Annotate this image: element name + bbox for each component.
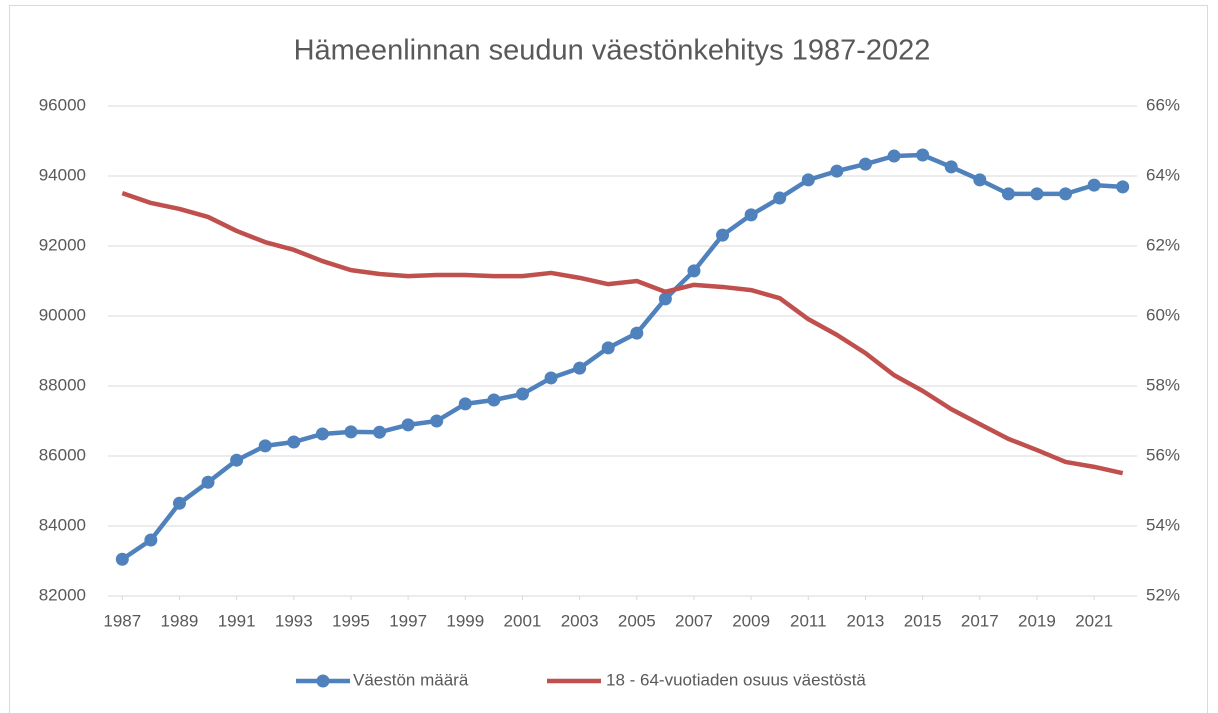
chart-border: [9, 5, 1208, 713]
y2-tick-label: 56%: [1146, 445, 1180, 464]
x-tick-label: 1989: [161, 611, 199, 630]
marker: [801, 173, 815, 187]
marker: [544, 371, 558, 385]
y2-tick-label: 60%: [1146, 305, 1180, 324]
marker: [430, 414, 444, 428]
x-tick-label: 2017: [961, 611, 999, 630]
marker: [687, 264, 701, 278]
marker: [172, 496, 186, 510]
marker: [1059, 187, 1073, 201]
marker: [1087, 178, 1101, 192]
x-tick-label: 1997: [389, 611, 427, 630]
legend-label: Väestön määrä: [353, 670, 469, 689]
legend-label: 18 - 64-vuotiaden osuus väestöstä: [606, 670, 866, 689]
marker: [287, 435, 301, 449]
marker: [744, 208, 758, 222]
marker: [887, 149, 901, 163]
marker: [344, 425, 358, 439]
y2-tick-label: 52%: [1146, 585, 1180, 604]
marker: [201, 475, 215, 489]
x-tick-label: 1993: [275, 611, 313, 630]
x-tick-label: 1991: [218, 611, 256, 630]
marker: [573, 361, 587, 375]
marker: [773, 191, 787, 205]
y-tick-label: 94000: [39, 165, 86, 184]
marker: [716, 228, 730, 242]
marker: [630, 326, 644, 340]
y-tick-label: 90000: [39, 305, 86, 324]
marker: [973, 173, 987, 187]
marker: [1030, 187, 1044, 201]
x-tick-label: 2021: [1075, 611, 1113, 630]
marker: [258, 439, 272, 453]
marker: [944, 160, 958, 174]
marker: [401, 418, 415, 432]
x-tick-label: 1999: [446, 611, 484, 630]
y2-tick-label: 54%: [1146, 515, 1180, 534]
chart-title: Hämeenlinnan seudun väestönkehitys 1987-…: [294, 35, 931, 67]
x-tick-label: 1987: [103, 611, 141, 630]
x-tick-label: 2011: [790, 611, 827, 630]
y2-tick-label: 66%: [1146, 95, 1180, 114]
marker: [1116, 180, 1130, 194]
marker: [115, 552, 129, 566]
y2-tick-label: 62%: [1146, 235, 1180, 254]
y-tick-label: 86000: [39, 445, 86, 464]
marker: [230, 453, 244, 467]
marker: [1001, 187, 1015, 201]
marker: [858, 157, 872, 171]
x-tick-label: 2005: [618, 611, 656, 630]
marker: [515, 387, 529, 401]
x-tick-label: 2013: [847, 611, 885, 630]
x-tick-label: 2015: [904, 611, 942, 630]
legend-marker: [316, 674, 330, 688]
x-tick-label: 1995: [332, 611, 370, 630]
x-tick-label: 2019: [1018, 611, 1056, 630]
marker: [916, 148, 930, 162]
marker: [487, 393, 501, 407]
marker: [458, 397, 472, 411]
series-line: [121, 191, 1124, 476]
y-tick-label: 88000: [39, 375, 86, 394]
marker: [658, 292, 672, 306]
x-tick-label: 2001: [504, 611, 542, 630]
marker: [144, 533, 158, 547]
x-tick-label: 2003: [561, 611, 599, 630]
x-tick-label: 2009: [732, 611, 770, 630]
marker: [315, 427, 329, 441]
marker: [373, 425, 387, 439]
y2-tick-label: 58%: [1146, 375, 1180, 394]
x-tick-label: 2007: [675, 611, 713, 630]
y-tick-label: 92000: [39, 235, 86, 254]
marker: [601, 341, 615, 355]
y-tick-label: 82000: [39, 585, 86, 604]
y-tick-label: 96000: [39, 95, 86, 114]
y2-tick-label: 64%: [1146, 165, 1180, 184]
y-tick-label: 84000: [39, 515, 86, 534]
marker: [830, 164, 844, 178]
